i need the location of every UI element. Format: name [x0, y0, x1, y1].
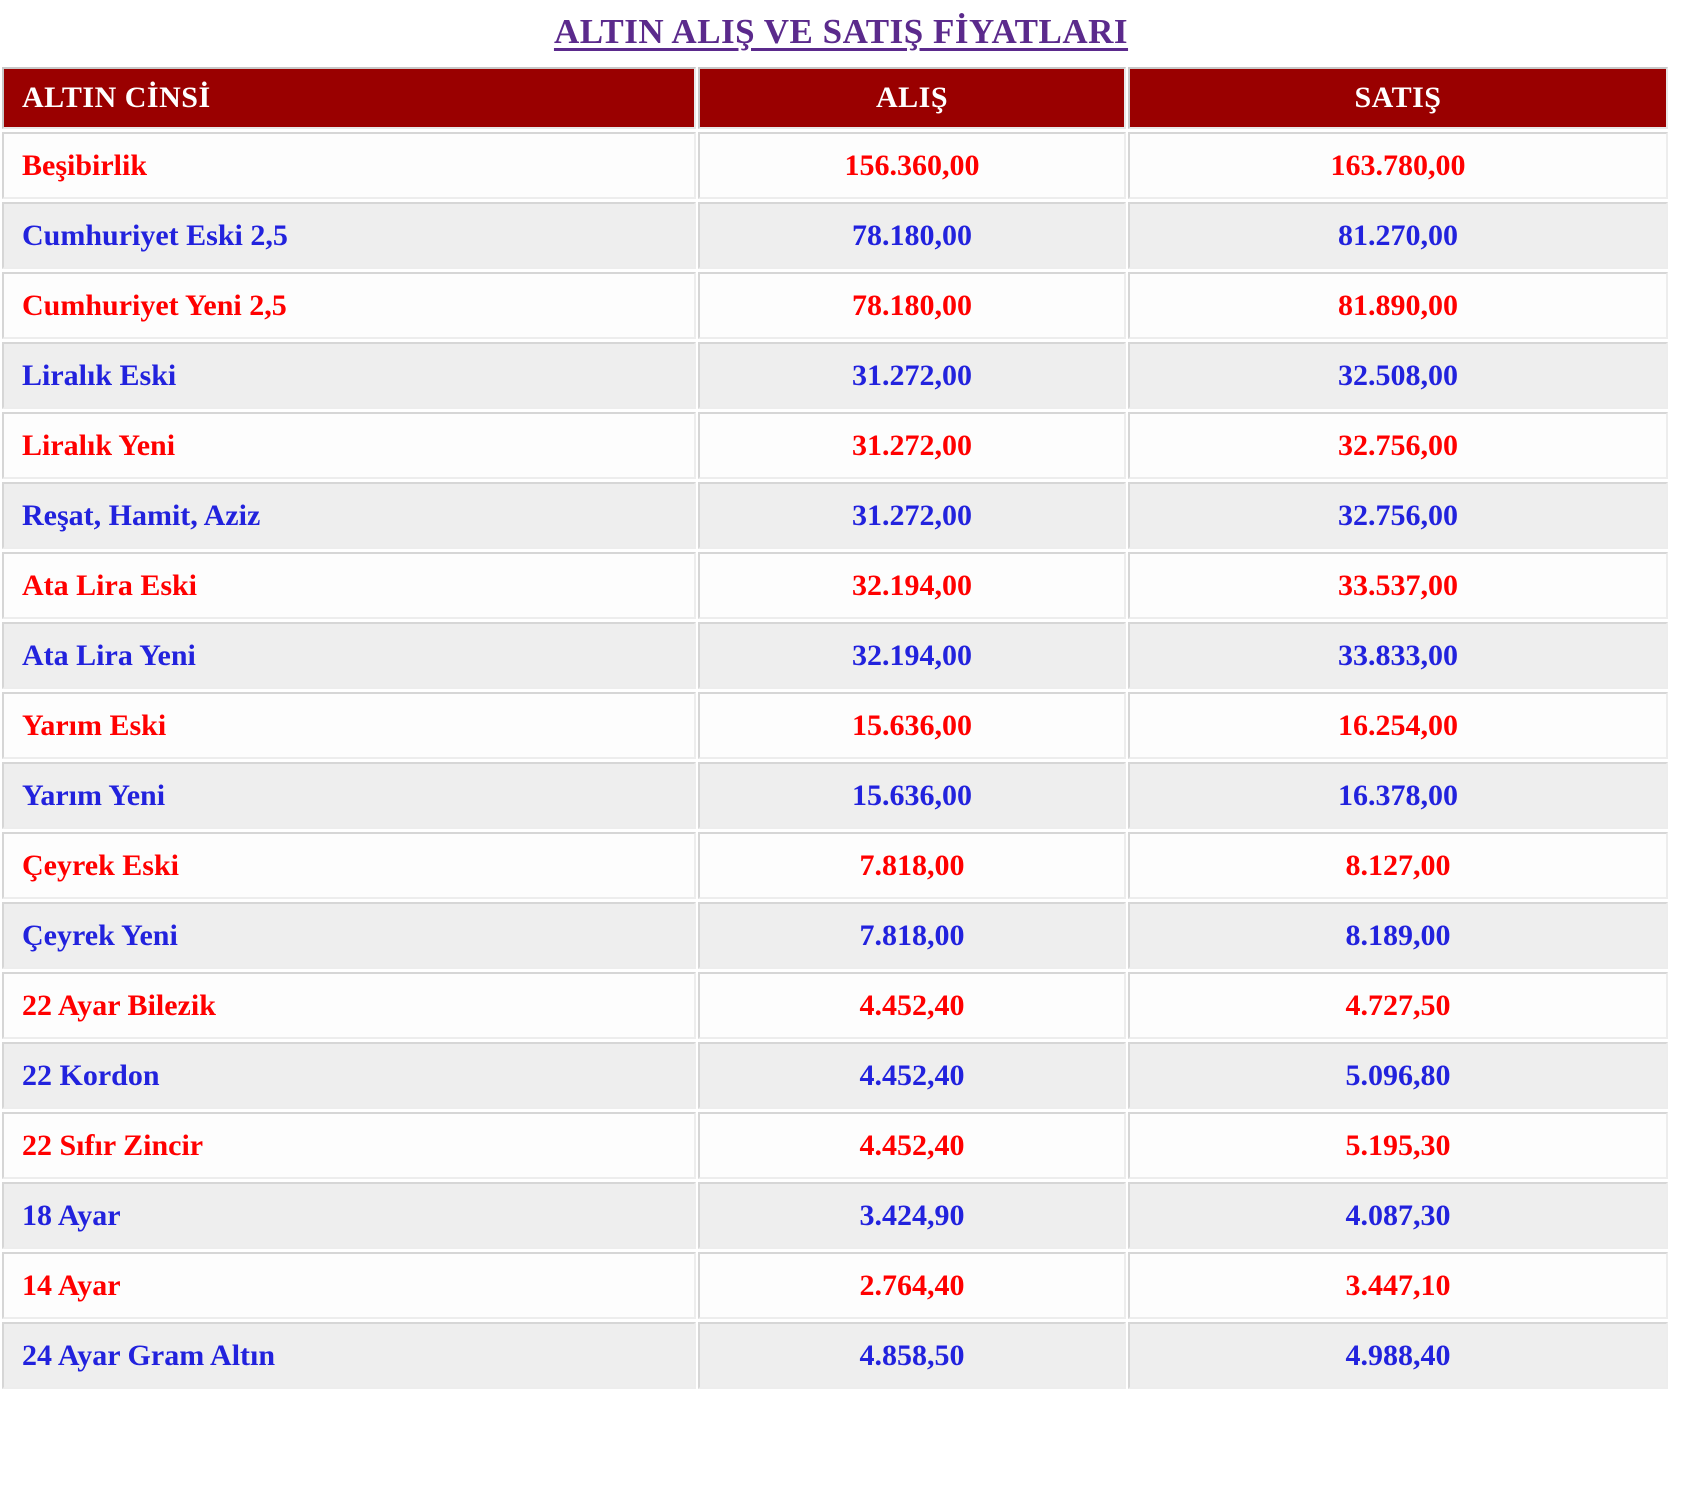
cell-buy-price: 3.424,90 — [698, 1182, 1126, 1249]
cell-gold-type: Beşibirlik — [2, 132, 696, 199]
cell-gold-type: 22 Ayar Bilezik — [2, 972, 696, 1039]
table-row: Yarım Eski 15.636,00 16.254,00 — [2, 692, 1668, 759]
table-row: Yarım Yeni 15.636,00 16.378,00 — [2, 762, 1668, 829]
cell-buy-price: 31.272,00 — [698, 342, 1126, 409]
cell-gold-type: Cumhuriyet Yeni 2,5 — [2, 272, 696, 339]
cell-sell-price: 4.727,50 — [1128, 972, 1668, 1039]
cell-gold-type: Ata Lira Yeni — [2, 622, 696, 689]
cell-buy-price: 31.272,00 — [698, 482, 1126, 549]
cell-buy-price: 4.452,40 — [698, 1042, 1126, 1109]
cell-buy-price: 2.764,40 — [698, 1252, 1126, 1319]
cell-sell-price: 163.780,00 — [1128, 132, 1668, 199]
cell-buy-price: 7.818,00 — [698, 832, 1126, 899]
cell-gold-type: 22 Kordon — [2, 1042, 696, 1109]
cell-buy-price: 4.452,40 — [698, 972, 1126, 1039]
cell-buy-price: 156.360,00 — [698, 132, 1126, 199]
cell-buy-price: 32.194,00 — [698, 552, 1126, 619]
cell-buy-price: 15.636,00 — [698, 692, 1126, 759]
table-row: Cumhuriyet Eski 2,5 78.180,00 81.270,00 — [2, 202, 1668, 269]
cell-sell-price: 4.988,40 — [1128, 1322, 1668, 1389]
cell-buy-price: 31.272,00 — [698, 412, 1126, 479]
cell-sell-price: 32.508,00 — [1128, 342, 1668, 409]
column-header-buy: ALIŞ — [698, 67, 1126, 129]
column-header-sell: SATIŞ — [1128, 67, 1668, 129]
cell-sell-price: 33.537,00 — [1128, 552, 1668, 619]
cell-sell-price: 5.096,80 — [1128, 1042, 1668, 1109]
cell-sell-price: 3.447,10 — [1128, 1252, 1668, 1319]
table-row: Ata Lira Eski 32.194,00 33.537,00 — [2, 552, 1668, 619]
cell-gold-type: Çeyrek Eski — [2, 832, 696, 899]
cell-gold-type: Yarım Yeni — [2, 762, 696, 829]
cell-sell-price: 81.270,00 — [1128, 202, 1668, 269]
cell-gold-type: Reşat, Hamit, Aziz — [2, 482, 696, 549]
cell-gold-type: Liralık Yeni — [2, 412, 696, 479]
cell-gold-type: 24 Ayar Gram Altın — [2, 1322, 696, 1389]
cell-buy-price: 4.858,50 — [698, 1322, 1126, 1389]
cell-buy-price: 78.180,00 — [698, 202, 1126, 269]
cell-buy-price: 15.636,00 — [698, 762, 1126, 829]
cell-buy-price: 78.180,00 — [698, 272, 1126, 339]
cell-buy-price: 32.194,00 — [698, 622, 1126, 689]
cell-sell-price: 32.756,00 — [1128, 412, 1668, 479]
cell-buy-price: 7.818,00 — [698, 902, 1126, 969]
table-row: 22 Kordon 4.452,40 5.096,80 — [2, 1042, 1668, 1109]
cell-sell-price: 16.254,00 — [1128, 692, 1668, 759]
table-row: 14 Ayar 2.764,40 3.447,10 — [2, 1252, 1668, 1319]
cell-buy-price: 4.452,40 — [698, 1112, 1126, 1179]
table-body: Beşibirlik 156.360,00 163.780,00 Cumhuriyet… — [2, 132, 1668, 1389]
table-row: Çeyrek Yeni 7.818,00 8.189,00 — [2, 902, 1668, 969]
cell-sell-price: 32.756,00 — [1128, 482, 1668, 549]
cell-sell-price: 4.087,30 — [1128, 1182, 1668, 1249]
table-row: 22 Ayar Bilezik 4.452,40 4.727,50 — [2, 972, 1668, 1039]
table-row: Reşat, Hamit, Aziz 31.272,00 32.756,00 — [2, 482, 1668, 549]
cell-gold-type: Ata Lira Eski — [2, 552, 696, 619]
table-header: ALTIN CİNSİ ALIŞ SATIŞ — [2, 67, 1668, 129]
cell-sell-price: 5.195,30 — [1128, 1112, 1668, 1179]
table-row: Liralık Eski 31.272,00 32.508,00 — [2, 342, 1668, 409]
cell-sell-price: 16.378,00 — [1128, 762, 1668, 829]
gold-prices-table: ALTIN CİNSİ ALIŞ SATIŞ Beşibirlik 156.360… — [0, 64, 1670, 1392]
cell-sell-price: 33.833,00 — [1128, 622, 1668, 689]
cell-gold-type: Liralık Eski — [2, 342, 696, 409]
table-row: 24 Ayar Gram Altın 4.858,50 4.988,40 — [2, 1322, 1668, 1389]
table-row: Çeyrek Eski 7.818,00 8.127,00 — [2, 832, 1668, 899]
page-title: ALTIN ALIŞ VE SATIŞ FİYATLARI — [553, 12, 1129, 51]
table-row: 18 Ayar 3.424,90 4.087,30 — [2, 1182, 1668, 1249]
column-header-name: ALTIN CİNSİ — [2, 67, 696, 129]
cell-gold-type: 18 Ayar — [2, 1182, 696, 1249]
cell-gold-type: Cumhuriyet Eski 2,5 — [2, 202, 696, 269]
cell-sell-price: 8.189,00 — [1128, 902, 1668, 969]
cell-sell-price: 8.127,00 — [1128, 832, 1668, 899]
cell-gold-type: 14 Ayar — [2, 1252, 696, 1319]
table-row: Liralık Yeni 31.272,00 32.756,00 — [2, 412, 1668, 479]
table-row: Ata Lira Yeni 32.194,00 33.833,00 — [2, 622, 1668, 689]
cell-gold-type: Yarım Eski — [2, 692, 696, 759]
table-row: Beşibirlik 156.360,00 163.780,00 — [2, 132, 1668, 199]
table-row: 22 Sıfır Zincir 4.452,40 5.195,30 — [2, 1112, 1668, 1179]
page-title-bar: ALTIN ALIŞ VE SATIŞ FİYATLARI — [0, 0, 1682, 64]
cell-gold-type: 22 Sıfır Zincir — [2, 1112, 696, 1179]
cell-sell-price: 81.890,00 — [1128, 272, 1668, 339]
header-row: ALTIN CİNSİ ALIŞ SATIŞ — [2, 67, 1668, 129]
table-row: Cumhuriyet Yeni 2,5 78.180,00 81.890,00 — [2, 272, 1668, 339]
cell-gold-type: Çeyrek Yeni — [2, 902, 696, 969]
